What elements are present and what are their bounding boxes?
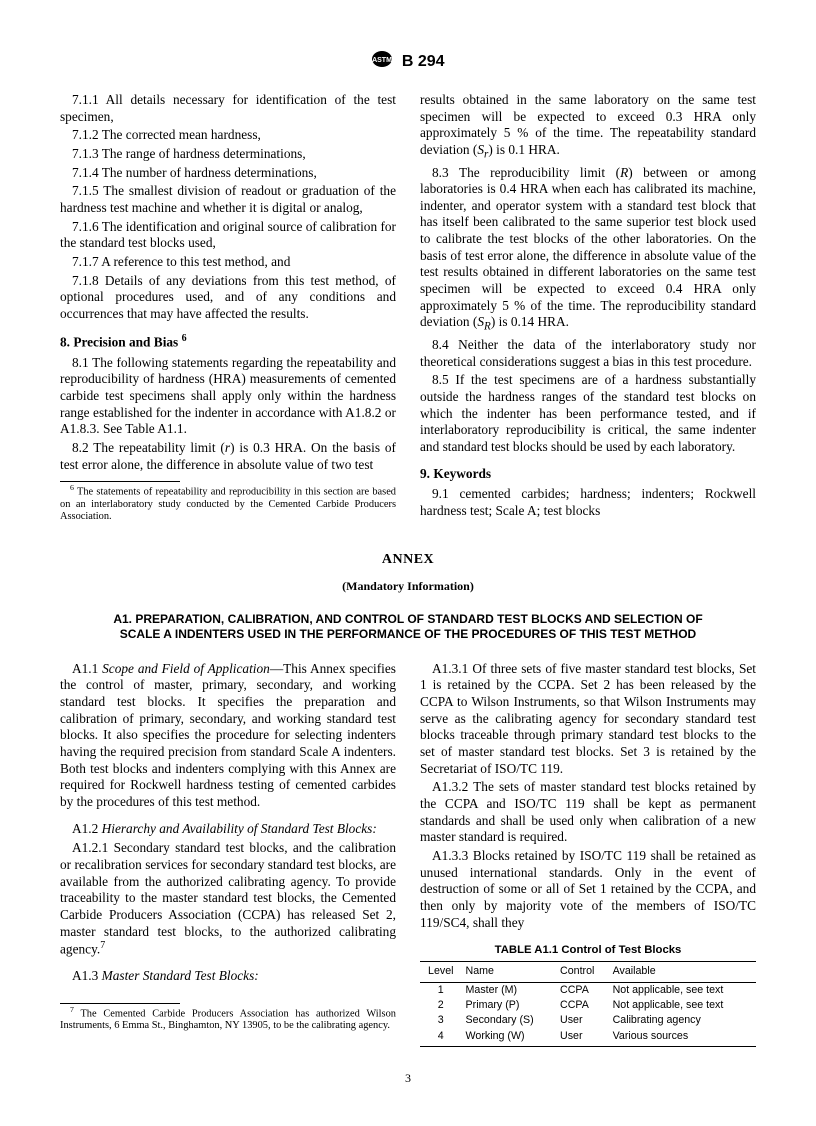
para-a1-3-3: A1.3.3 Blocks retained by ISO/TC 119 sha… [420,848,756,931]
para-a1-2-1: A1.2.1 Secondary standard test blocks, a… [60,840,396,958]
page-header: ASTM B 294 [60,50,756,74]
table-caption: TABLE A1.1 Control of Test Blocks [420,943,756,957]
annex-a1-heading: A1. PREPARATION, CALIBRATION, AND CONTRO… [100,612,716,643]
para-a1-1: A1.1 Scope and Field of Application—This… [60,661,396,811]
table-row: 3 Secondary (S) User Calibrating agency [420,1013,756,1028]
para-9-1: 9.1 cemented carbides; hardness; indente… [420,486,756,519]
th-level: Level [420,962,462,982]
designation: B 294 [402,53,445,70]
footnote-rule-7 [60,1003,180,1004]
annex-subtitle: (Mandatory Information) [60,579,756,594]
annex-block: ANNEX (Mandatory Information) [60,551,756,594]
para-8-2-start: 8.2 The repeatability limit (r) is 0.3 H… [60,440,396,473]
para-8-3: 8.3 The reproducibility limit (R) betwee… [420,165,756,335]
table-a1-1: TABLE A1.1 Control of Test Blocks Level … [420,943,756,1047]
th-available: Available [609,962,756,982]
para-8-1: 8.1 The following statements regarding t… [60,355,396,438]
para-7-1-7: 7.1.7 A reference to this test method, a… [60,254,396,271]
th-control: Control [556,962,609,982]
astm-logo: ASTM [371,50,393,74]
para-7-1-5: 7.1.5 The smallest division of readout o… [60,183,396,216]
annex-title: ANNEX [60,551,756,569]
para-8-2-cont: results obtained in the same laboratory … [420,92,756,163]
footnote-ref-6: 6 [182,333,187,344]
footnote-6: 6 The statements of repeatability and re… [60,484,396,522]
para-a1-3-2: A1.3.2 The sets of master standard test … [420,779,756,846]
page-number: 3 [60,1071,756,1086]
para-7-1-4: 7.1.4 The number of hardness determinati… [60,165,396,182]
table-header-row: Level Name Control Available [420,962,756,982]
table-row: 1 Master (M) CCPA Not applicable, see te… [420,982,756,998]
para-7-1-8: 7.1.8 Details of any deviations from thi… [60,273,396,323]
table-row: 2 Primary (P) CCPA Not applicable, see t… [420,998,756,1013]
upper-columns: 7.1.1 All details necessary for identifi… [60,92,756,523]
th-name: Name [462,962,556,982]
para-7-1-6: 7.1.6 The identification and original so… [60,219,396,252]
heading-a1-2: A1.2 Hierarchy and Availability of Stand… [60,821,396,838]
section-9-heading: 9. Keywords [420,466,756,483]
footnote-7: 7 The Cemented Carbide Producers Associa… [60,1006,396,1032]
para-7-1-2: 7.1.2 The corrected mean hardness, [60,127,396,144]
svg-text:ASTM: ASTM [373,57,393,64]
control-table: Level Name Control Available 1 Master (M… [420,961,756,1047]
footnote-rule-6 [60,481,180,482]
para-a1-3-1: A1.3.1 Of three sets of five master stan… [420,661,756,778]
para-7-1-3: 7.1.3 The range of hardness determinatio… [60,146,396,163]
lower-columns: A1.1 Scope and Field of Application—This… [60,661,756,1047]
heading-a1-3: A1.3 Master Standard Test Blocks: [60,968,396,985]
table-row: 4 Working (W) User Various sources [420,1029,756,1047]
para-8-5: 8.5 If the test specimens are of a hardn… [420,372,756,455]
footnote-ref-7: 7 [100,940,105,951]
section-8-heading: 8. Precision and Bias 6 [60,333,396,351]
section-8-label: 8. Precision and Bias [60,334,182,349]
para-8-4: 8.4 Neither the data of the interlaborat… [420,337,756,370]
para-7-1-1: 7.1.1 All details necessary for identifi… [60,92,396,125]
